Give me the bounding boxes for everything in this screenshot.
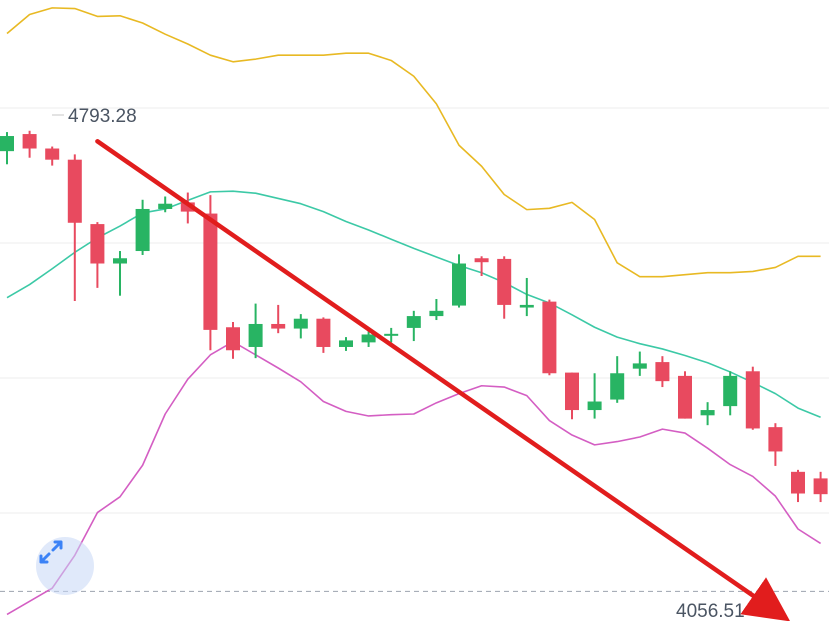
candle-body (429, 310, 444, 317)
candle-body (180, 202, 195, 212)
candles (0, 130, 828, 503)
candle-13 (293, 314, 308, 339)
candle-32 (723, 371, 738, 416)
trend-arrow (95, 139, 791, 621)
candle-29 (655, 356, 670, 388)
candle-4 (90, 222, 105, 288)
candle-body (0, 136, 14, 152)
candle-8 (180, 192, 195, 224)
candle-18 (406, 310, 421, 342)
annotations: 4793.28 4056.51 (68, 106, 791, 621)
candle-20 (452, 254, 466, 308)
middle-band-line (6, 190, 821, 419)
candle-body (745, 371, 760, 429)
candle-body (497, 258, 512, 305)
candle-22 (497, 256, 512, 319)
candle-36 (813, 471, 828, 503)
candle-7 (158, 196, 173, 213)
candle-body (67, 159, 82, 223)
candle-23 (519, 277, 534, 317)
candle-25 (565, 372, 579, 420)
candle-1 (22, 130, 37, 158)
candle-body (293, 318, 308, 329)
candle-body (813, 478, 828, 495)
candle-body (90, 224, 105, 264)
candle-31 (700, 402, 715, 426)
candle-6 (135, 199, 150, 255)
expand-button[interactable] (36, 537, 94, 595)
expand-arrows-icon (39, 540, 63, 564)
candle-body (339, 340, 353, 347)
candle-body (135, 208, 150, 252)
candle-10 (226, 322, 240, 359)
candle-26 (587, 373, 602, 419)
candle-body (406, 316, 421, 328)
candle-body (519, 304, 534, 308)
low-price-label: 4056.51 (676, 601, 745, 621)
candle-14 (316, 317, 331, 353)
candle-17 (384, 327, 399, 343)
candle-11 (248, 303, 263, 359)
candle-30 (678, 371, 692, 419)
candle-body (768, 427, 783, 452)
candle-body (632, 363, 647, 369)
candle-body (361, 334, 376, 343)
candle-body (791, 471, 805, 494)
candle-34 (768, 423, 783, 466)
candle-21 (474, 256, 489, 276)
candle-27 (610, 356, 625, 403)
high-price-label: 4793.28 (68, 106, 137, 127)
upper-band-line (6, 7, 821, 278)
candle-15 (339, 337, 353, 351)
candle-24 (542, 299, 557, 376)
candle-19 (429, 299, 444, 321)
candle-33 (745, 366, 760, 430)
candle-28 (632, 351, 647, 376)
candle-16 (361, 331, 376, 347)
candle-3 (67, 154, 82, 301)
candle-body (248, 323, 263, 347)
candle-body (271, 323, 286, 329)
candle-body (700, 410, 715, 416)
candle-body (610, 373, 625, 400)
candle-body (158, 203, 173, 209)
candle-body (565, 372, 579, 411)
candle-body (316, 318, 331, 347)
candle-body (452, 263, 466, 306)
candle-0 (0, 132, 14, 165)
candle-35 (791, 469, 805, 503)
candle-body (384, 333, 399, 336)
candle-body (474, 258, 489, 263)
candle-5 (113, 251, 127, 296)
candle-body (113, 258, 127, 264)
candle-body (678, 375, 692, 419)
candle-body (723, 375, 738, 407)
candle-body (22, 134, 37, 149)
lower-band-line (6, 340, 822, 616)
candle-body (542, 301, 557, 374)
candle-body (45, 148, 60, 160)
candle-body (655, 362, 670, 382)
candle-body (203, 213, 218, 330)
candle-body (587, 401, 602, 411)
candle-12 (271, 304, 286, 334)
candle-2 (45, 146, 60, 166)
candle-body (226, 327, 240, 351)
